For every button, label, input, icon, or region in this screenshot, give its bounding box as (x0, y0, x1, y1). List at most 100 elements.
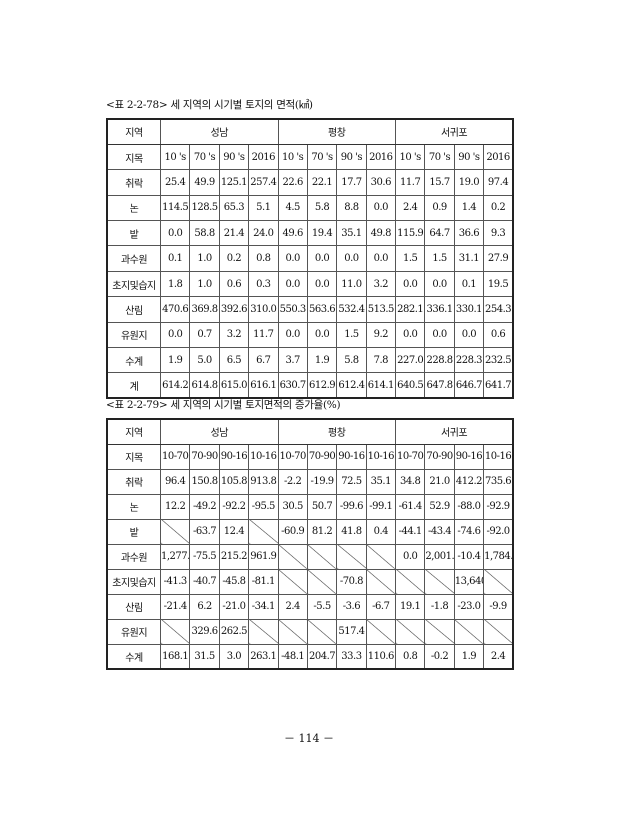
value-cell: 115.9 (394, 220, 426, 247)
value-cell: 330.1 (453, 296, 485, 323)
value-cell: 532.4 (336, 296, 367, 323)
value-cell: 1,277.3 (159, 543, 191, 570)
value-cell: 262.5 (218, 618, 250, 645)
value-cell: -95.5 (248, 493, 279, 520)
value-cell: -21.0 (218, 593, 250, 620)
period-header: 70 's (306, 143, 338, 171)
row-label: 초지및습지 (106, 270, 161, 298)
value-cell: 0.0 (365, 194, 397, 222)
value-cell: -48.1 (277, 643, 308, 670)
value-cell: 49.8 (365, 220, 397, 247)
value-cell: 81.2 (306, 518, 338, 545)
value-cell: 513.5 (365, 296, 397, 323)
value-cell: 1.4 (453, 194, 485, 222)
value-cell: 11.7 (248, 321, 279, 349)
value-cell: 2.4 (483, 643, 514, 670)
table2-caption: <표 2-2-79> 세 지역의 시기별 토지면적의 증가율(%) (106, 399, 341, 411)
table-row: 수계 1.9 5.0 6.5 6.7 3.7 1.9 5.8 7.8 227.0 228.8 228.… (106, 347, 514, 374)
value-cell: 0.0 (424, 270, 455, 298)
table-row: 과수원 0.1 1.0 0.2 0.8 0.0 0.0 0.0 0.0 1.5 1.5 31.1 27.… (106, 245, 514, 272)
value-cell: 1.8 (159, 270, 191, 298)
value-cell: 0.0 (159, 321, 191, 349)
period-header: 90 's (336, 143, 367, 171)
value-cell: 0.0 (394, 543, 426, 570)
region-header: 서귀포 (395, 118, 514, 145)
value-cell: 114.5 (159, 194, 191, 222)
value-cell: 1.0 (189, 245, 220, 272)
period-header: 70-90 (189, 443, 220, 470)
period-header: 90 's (218, 143, 250, 171)
page-number: － 114 － (284, 732, 334, 745)
value-cell: 3.2 (365, 270, 397, 298)
value-cell: 310.0 (248, 296, 279, 323)
value-cell: 5.8 (306, 194, 338, 222)
value-cell: 647.8 (424, 372, 455, 399)
value-cell: -92.0 (483, 518, 514, 545)
value-cell: -74.6 (453, 518, 485, 545)
empty-slash-cell (336, 543, 367, 570)
value-cell: 0.0 (336, 245, 367, 272)
table-row: 산림 470.6 369.8 392.6 310.0 550.3 563.6 532.4 513… (106, 296, 514, 323)
value-cell: -92.9 (483, 493, 514, 520)
period-header: 10-70 (159, 443, 191, 470)
period-header: 10-16 (248, 443, 279, 470)
value-cell: 263.1 (248, 643, 279, 670)
period-header: 10 's (394, 143, 426, 171)
value-cell: -43.4 (424, 518, 455, 545)
value-cell: -2.2 (277, 468, 308, 495)
value-cell: 30.6 (365, 169, 397, 196)
region-header: 성남 (160, 118, 279, 145)
value-cell: 11.0 (336, 270, 367, 298)
value-cell: 3.7 (277, 347, 308, 374)
value-cell: 41.8 (336, 518, 367, 545)
value-cell: 125.1 (218, 169, 250, 196)
value-cell: 19.4 (306, 220, 338, 247)
value-cell: 97.4 (483, 169, 514, 196)
value-cell: 9.2 (365, 321, 397, 349)
table-row: 밭 -63.7 12.4 -60.9 81.2 41.8 0.4 -44.1 -43.4 -74.… (106, 518, 514, 545)
value-cell: 5.1 (248, 194, 279, 222)
land-growth-rate-table: 지역 성남 평창 서귀포 지목 10-70 70-90 90-16 10-16 10-70 70-9… (106, 418, 514, 670)
period-header: 2016 (365, 143, 397, 171)
value-cell: -88.0 (453, 493, 485, 520)
value-cell: 0.0 (306, 245, 338, 272)
value-cell: 0.0 (277, 245, 308, 272)
value-cell: -34.1 (248, 593, 279, 620)
table-row: 수계 168.1 31.5 3.0 263.1 -48.1 204.7 33.3 110.6 0.… (106, 643, 514, 670)
value-cell: 0.7 (189, 321, 220, 349)
table-row: 유원지 0.0 0.7 3.2 11.7 0.0 0.0 1.5 9.2 0.0 0.0 0.0 0.6 (106, 321, 514, 349)
period-header: 90-16 (453, 443, 485, 470)
value-cell: 58.8 (189, 220, 220, 247)
row-label: 밭 (106, 220, 161, 247)
value-cell: 36.6 (453, 220, 485, 247)
value-cell: 0.2 (218, 245, 250, 272)
value-cell: 49.9 (189, 169, 220, 196)
period-header: 90-16 (218, 443, 250, 470)
value-cell: 735.6 (483, 468, 514, 495)
table1-caption: <표 2-2-78> 세 지역의 시기별 토지의 면적(㎢) (106, 99, 313, 111)
value-cell: -60.9 (277, 518, 308, 545)
value-cell: 228.8 (424, 347, 455, 374)
value-cell: 614.1 (365, 372, 397, 399)
value-cell: 1.9 (159, 347, 191, 374)
value-cell: -41.3 (159, 568, 191, 595)
period-header: 2016 (483, 143, 514, 171)
value-cell: 52.9 (424, 493, 455, 520)
empty-slash-cell (394, 568, 426, 595)
value-cell: -81.1 (248, 568, 279, 595)
value-cell: 19.1 (394, 593, 426, 620)
land-area-table: 지역 성남 평창 서귀포 지목 10 's 70 's 90 's 2016 10 's 70 's… (106, 118, 514, 400)
value-cell: 128.5 (189, 194, 220, 222)
value-cell: 641.7 (483, 372, 514, 399)
row-label: 논 (106, 194, 161, 222)
period-header: 90 's (453, 143, 485, 171)
value-cell: 1.5 (424, 245, 455, 272)
value-cell: 228.3 (453, 347, 485, 374)
empty-slash-cell (365, 618, 397, 645)
value-cell: -75.5 (189, 543, 220, 570)
table-row: 논 114.5 128.5 65.3 5.1 4.5 5.8 8.8 0.0 2.4 0.9 1.4 0… (106, 194, 514, 222)
value-cell: 254.3 (483, 296, 514, 323)
value-cell: 6.2 (189, 593, 220, 620)
value-cell: -45.8 (218, 568, 250, 595)
empty-slash-cell (483, 618, 514, 645)
